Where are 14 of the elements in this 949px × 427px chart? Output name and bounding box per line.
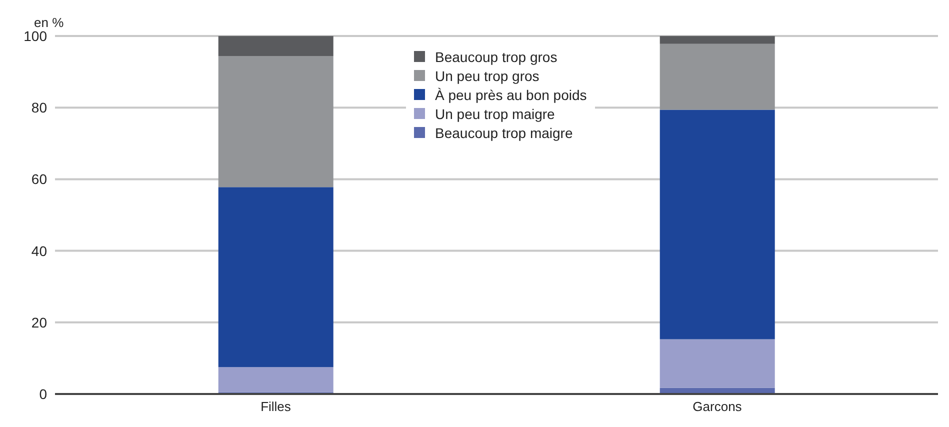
y-tick-label: 100 bbox=[24, 28, 48, 44]
legend-label: À peu près au bon poids bbox=[435, 86, 587, 102]
y-tick-label: 40 bbox=[31, 242, 48, 259]
x-tick-label: Garcons bbox=[692, 399, 742, 414]
y-tick-label: 0 bbox=[39, 386, 48, 402]
legend-label: Beaucoup trop maigre bbox=[435, 124, 573, 140]
y-tick-label: 60 bbox=[31, 171, 48, 188]
y-axis-title: en % bbox=[34, 15, 64, 30]
y-tick-label: 80 bbox=[31, 100, 48, 116]
y-tick-label: 20 bbox=[31, 314, 48, 330]
legend-label: Un peu trop gros bbox=[435, 68, 540, 84]
legend-label: Beaucoup trop gros bbox=[435, 48, 558, 64]
legend-label: Un peu trop maigre bbox=[435, 106, 555, 122]
x-tick-label: Filles bbox=[260, 399, 292, 414]
